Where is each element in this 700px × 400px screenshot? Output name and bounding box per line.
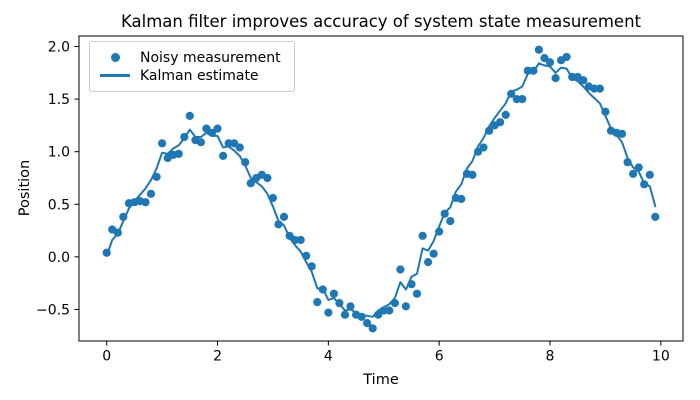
x-tick-label: 2 xyxy=(213,349,222,365)
x-tick-label: 10 xyxy=(652,349,670,365)
scatter-point xyxy=(235,143,244,152)
x-tick-label: 6 xyxy=(435,349,444,365)
legend-item-noisy-measurement: Noisy measurement xyxy=(99,49,281,66)
scatter-point xyxy=(501,110,510,119)
scatter-point xyxy=(141,198,150,207)
scatter-point xyxy=(329,289,338,298)
scatter-point xyxy=(313,298,322,307)
y-tick-label: 2.0 xyxy=(48,40,70,56)
scatter-point xyxy=(279,212,289,221)
scatter-point xyxy=(424,258,433,267)
scatter-point xyxy=(579,76,588,85)
scatter-point xyxy=(418,231,427,240)
legend-label: Noisy measurement xyxy=(140,49,281,66)
scatter-point xyxy=(518,95,527,104)
scatter-point xyxy=(213,124,222,133)
scatter-point xyxy=(468,170,477,179)
legend-marker-area xyxy=(99,74,131,77)
scatter-point xyxy=(595,84,605,93)
scatter-point xyxy=(219,151,228,160)
scatter-point xyxy=(396,265,405,274)
scatter-point xyxy=(385,306,394,315)
scatter-point xyxy=(263,173,272,183)
scatter-point xyxy=(629,169,638,178)
scatter-point xyxy=(645,170,654,179)
scatter-point xyxy=(446,217,455,226)
kalman-line xyxy=(105,62,657,318)
scatter-point xyxy=(340,310,350,319)
scatter-point xyxy=(368,324,377,333)
scatter-point xyxy=(551,74,560,83)
scatter-point xyxy=(545,58,555,67)
x-axis-label: Time xyxy=(363,372,399,388)
scatter-point xyxy=(457,194,466,204)
legend-item-kalman-estimate: Kalman estimate xyxy=(99,67,281,84)
legend-label: Kalman estimate xyxy=(140,67,259,84)
scatter-point xyxy=(496,118,505,127)
scatter-dot-icon xyxy=(111,53,120,62)
scatter-point xyxy=(617,129,627,138)
legend: Noisy measurement Kalman estimate xyxy=(89,41,295,92)
x-tick-label: 4 xyxy=(324,349,333,365)
line-sample-icon xyxy=(100,74,130,77)
scatter-point xyxy=(363,319,372,328)
scatter-point xyxy=(324,308,333,317)
scatter-point xyxy=(202,124,211,133)
y-tick-label: 0.0 xyxy=(48,250,70,266)
scatter-point xyxy=(651,212,660,221)
scatter-point xyxy=(429,249,438,258)
y-axis-label: Position xyxy=(17,159,33,217)
x-tick-label: 0 xyxy=(102,349,111,365)
chart-title: Kalman filter improves accuracy of syste… xyxy=(120,12,642,31)
legend-marker-area xyxy=(99,53,131,62)
scatter-point xyxy=(185,111,194,120)
y-tick-label: 1.5 xyxy=(48,92,70,108)
y-tick-label: 0.5 xyxy=(48,197,70,213)
scatter-point xyxy=(246,179,255,188)
scatter-point xyxy=(412,289,422,298)
x-tick-label: 8 xyxy=(546,349,555,365)
y-tick-label: −0.5 xyxy=(36,302,70,318)
scatter-point xyxy=(562,52,571,62)
scatter-point xyxy=(346,302,355,311)
scatter-point xyxy=(174,149,183,158)
scatter-point xyxy=(479,143,488,152)
y-tick-label: 1.0 xyxy=(48,145,70,161)
scatter-point xyxy=(401,302,410,311)
scatter-point xyxy=(196,138,205,147)
scatter-point xyxy=(534,45,544,54)
scatter-point xyxy=(146,189,156,198)
scatter-point xyxy=(296,235,305,245)
scatter-point xyxy=(158,139,167,148)
